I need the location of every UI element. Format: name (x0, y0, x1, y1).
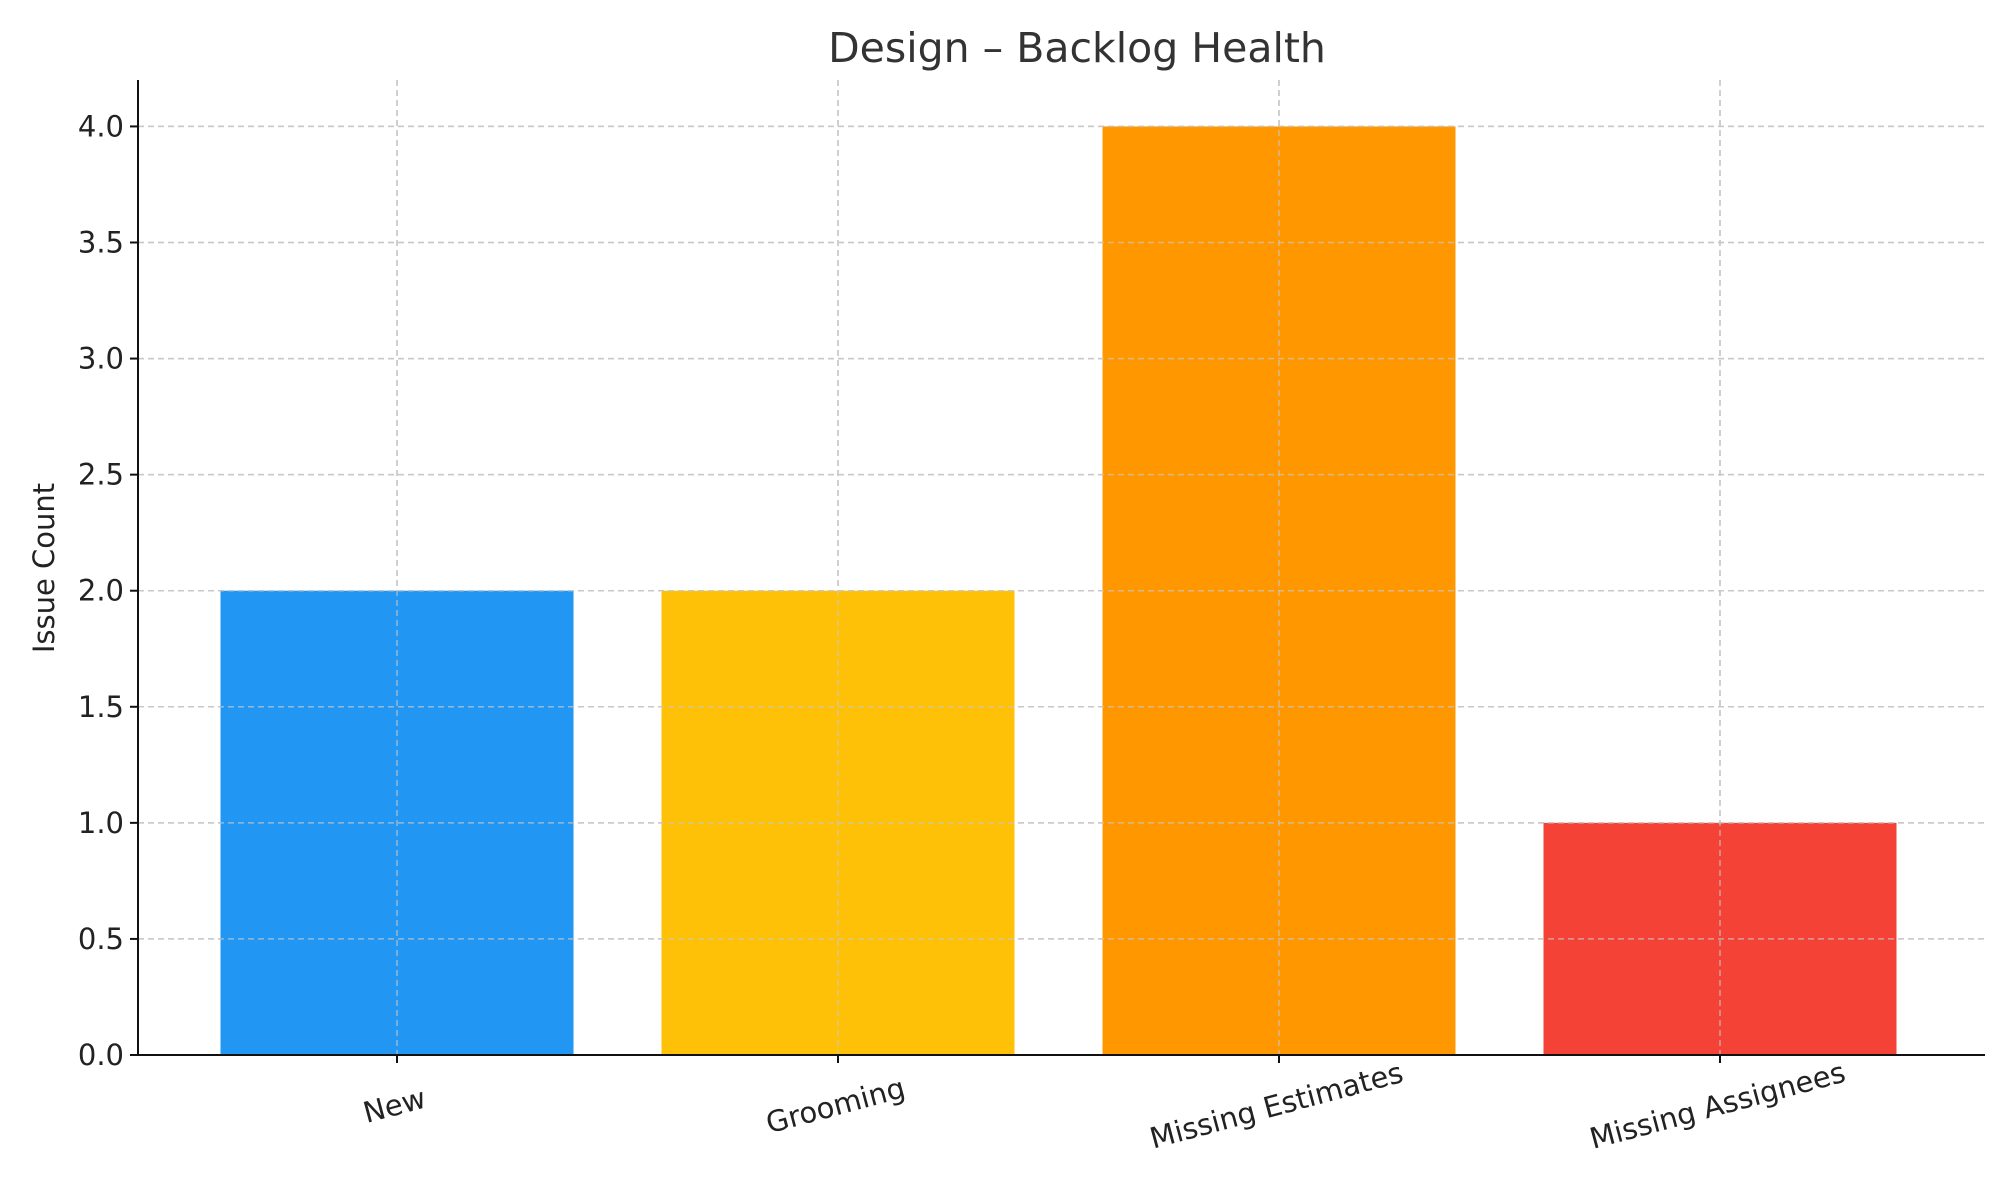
y-tick-label: 1.5 (78, 690, 124, 724)
y-axis-label: Issue Count (27, 483, 61, 653)
y-tick-label: 0.0 (78, 1038, 124, 1072)
y-tick-label: 1.0 (78, 806, 124, 840)
y-tick-label: 0.5 (78, 922, 124, 956)
y-tick-label: 4.0 (78, 109, 124, 143)
y-ticks-layer: 0.0 0.5 1.0 1.5 2.0 2.5 3.0 3.5 4.0 (78, 109, 138, 1072)
y-tick-label: 3.0 (78, 342, 124, 376)
x-ticks-layer: New Grooming Missing Estimates Missing Assi… (359, 1055, 1848, 1156)
x-tick-label: Missing Assignees (1586, 1055, 1849, 1156)
y-tick-label: 2.0 (78, 574, 124, 608)
x-tick-label: Grooming (762, 1070, 908, 1140)
bars-layer (138, 80, 1985, 1055)
y-tick-label: 2.5 (78, 458, 124, 492)
chart-title: Design – Backlog Health (828, 24, 1326, 72)
x-tick-label: Missing Estimates (1146, 1055, 1406, 1155)
y-tick-label: 3.5 (78, 226, 124, 260)
x-tick-label: New (359, 1081, 429, 1130)
